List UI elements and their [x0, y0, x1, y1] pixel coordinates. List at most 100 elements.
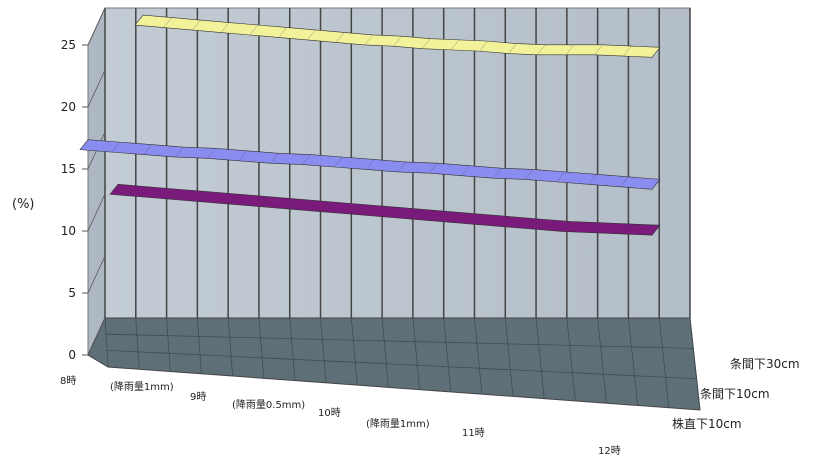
x-tick-label: 9時: [190, 391, 206, 403]
series-segment: [441, 211, 450, 222]
series-segment: [270, 153, 279, 164]
series-segment: [461, 165, 470, 176]
floor-gridline: [474, 317, 483, 395]
y-tick-label: 15: [61, 162, 76, 176]
y-tick-label: 20: [61, 100, 76, 114]
series-segment: [260, 196, 269, 207]
series-label: 条間下30cm: [730, 357, 800, 371]
series-segment: [536, 44, 546, 55]
series-segment: [175, 146, 184, 158]
floor-gridline: [535, 317, 545, 399]
series-segment: [524, 169, 534, 180]
y-tick-label: 10: [61, 224, 76, 238]
side-gridline: [87, 69, 106, 108]
y-tick-label: 25: [61, 38, 76, 52]
series-segment: [365, 159, 375, 170]
series-segment: [479, 40, 488, 52]
x-annotation: (降雨量1mm): [366, 417, 430, 430]
series-segment: [531, 218, 540, 230]
series-segment: [143, 144, 152, 155]
side-gridline: [87, 7, 106, 46]
side-gridline: [87, 255, 106, 294]
series-segment: [170, 189, 179, 200]
floor-gridline: [412, 317, 420, 390]
series-segment: [397, 161, 406, 173]
x-annotation: (降雨量1mm): [110, 380, 174, 393]
floor-gridline: [104, 317, 109, 368]
series-layer: [79, 14, 661, 236]
series-segment: [623, 45, 632, 57]
series-segment: [508, 43, 517, 54]
floor-gridline: [689, 317, 701, 411]
gridlines: [82, 7, 701, 411]
floor-gridline: [628, 317, 639, 406]
series-segment: [334, 156, 343, 168]
series-segment: [594, 44, 603, 55]
axis-labels: (%) 0 5 10 15 20 25 条間下30cm 条間下10cm 株直下10cm 8時 9時 1…: [12, 38, 800, 457]
series-segment: [335, 32, 345, 43]
floor-gridline: [196, 317, 202, 374]
floor-gridline: [566, 317, 576, 401]
series-segment: [221, 22, 230, 33]
series-segment: [410, 208, 420, 220]
series-segment: [163, 17, 172, 28]
series-segment: [620, 176, 629, 187]
series-segment: [307, 29, 316, 41]
floor-gridline: [381, 317, 389, 388]
x-tick-label: 10時: [318, 407, 341, 419]
series-segment: [501, 216, 510, 227]
y-tick-label: 0: [68, 348, 76, 362]
y-axis-title: (%): [12, 197, 35, 212]
series-segment: [249, 24, 259, 36]
series-segment: [364, 34, 373, 46]
floor-gridline: [597, 317, 607, 404]
side-gridline: [87, 317, 106, 356]
floor-gridline: [135, 317, 140, 370]
side-wall: [87, 7, 106, 356]
series-ribbon: [134, 14, 661, 58]
series-segment: [591, 222, 600, 233]
floor-gridline: [258, 317, 265, 379]
y-tick-label: 5: [68, 286, 76, 300]
series-segment: [139, 186, 149, 197]
series-segment: [380, 206, 390, 217]
series-segment: [302, 154, 311, 165]
floor-gridline: [350, 317, 358, 386]
series-segment: [320, 201, 329, 212]
series-segment: [192, 19, 201, 31]
series-segment: [238, 150, 248, 161]
series-ribbon: [109, 183, 661, 236]
series-segment: [278, 27, 287, 38]
floor-gridline: [320, 317, 327, 383]
series-segment: [422, 38, 431, 49]
floor-gridline: [227, 317, 234, 377]
x-tick-label: 12時: [598, 445, 621, 457]
series-segment: [290, 199, 299, 210]
series-segment: [206, 148, 216, 159]
series-segment: [492, 168, 502, 179]
side-gridline: [87, 193, 106, 232]
series-segment: [111, 141, 120, 153]
x-tick-label: 11時: [462, 427, 485, 439]
series-segment: [393, 36, 402, 47]
series-segment: [230, 194, 239, 205]
series-segment: [565, 44, 574, 55]
floor-row-line: [106, 349, 697, 380]
floor-gridline: [166, 317, 171, 372]
x-annotation: (降雨量0.5mm): [232, 398, 305, 411]
floor-row-line: [105, 333, 694, 349]
series-segment: [588, 174, 597, 185]
floor-gridline: [504, 317, 514, 397]
x-tick-label: 8時: [60, 375, 76, 387]
series-segment: [556, 171, 565, 183]
series-segment: [200, 191, 209, 202]
floor-gridline: [443, 317, 452, 392]
series-segment: [450, 39, 460, 51]
series-segment: [350, 203, 360, 215]
series-label: 条間下10cm: [700, 387, 770, 401]
floor-gridline: [289, 317, 296, 381]
series-segment: [429, 163, 438, 174]
series-segment: [561, 221, 570, 232]
floor-gridline: [658, 317, 670, 408]
